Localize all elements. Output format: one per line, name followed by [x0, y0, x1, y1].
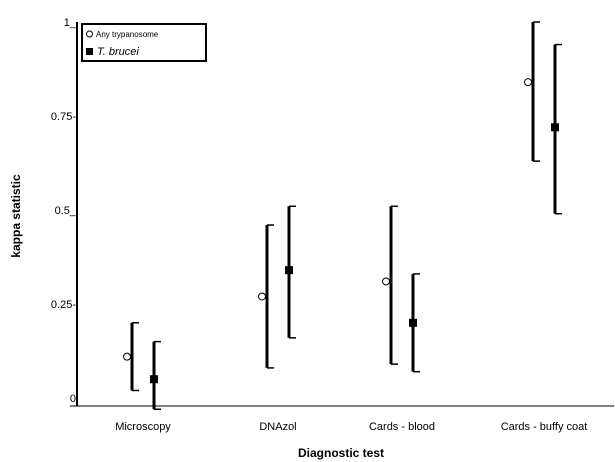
plot-area [70, 22, 614, 407]
y-axis-title: kappa statistic [9, 174, 23, 258]
x-tick-label: DNAzol [259, 421, 296, 433]
legend-label-t-brucei: T. brucei [97, 46, 139, 58]
point-marker-t-brucei [150, 375, 158, 384]
x-axis-title: Diagnostic test [298, 446, 384, 460]
legend-marker-square [86, 48, 93, 55]
y-tick-label: 0.75- [51, 111, 76, 123]
x-tick-labels: Microscopy DNAzol Cards - blood Cards - buf… [115, 421, 587, 433]
x-tick-label: Microscopy [115, 421, 171, 433]
point-marker-t-brucei [409, 318, 417, 327]
point-marker-any-trypanosome [524, 78, 532, 87]
point-marker-any-trypanosome [258, 292, 266, 301]
y-tick-label: 0.25- [51, 299, 76, 311]
x-tick-label: Cards - buffy coat [501, 421, 588, 433]
point-marker-any-trypanosome [123, 352, 131, 361]
legend-box [81, 23, 207, 62]
legend: Any trypanosome T. brucei [81, 23, 207, 62]
data-marks [123, 21, 562, 411]
point-marker-any-trypanosome [382, 277, 390, 286]
y-tick-label: 1_ [64, 17, 77, 29]
y-tick-labels: 0 0.25- 0.5_ 0.75- 1_ [51, 17, 77, 405]
point-marker-t-brucei [551, 123, 559, 132]
point-marker-t-brucei [285, 266, 293, 275]
legend-marker-circle [86, 30, 93, 38]
y-tick-label: 0.5_ [55, 205, 77, 217]
y-tick-label: 0 [70, 393, 76, 405]
x-tick-label: Cards - blood [369, 421, 435, 433]
legend-label-any-trypanosome: Any trypanosome [96, 30, 159, 39]
